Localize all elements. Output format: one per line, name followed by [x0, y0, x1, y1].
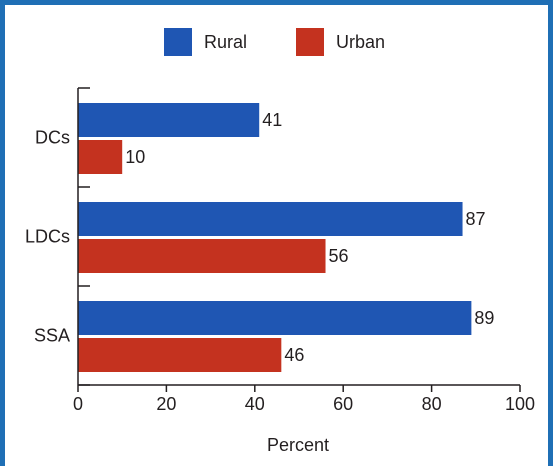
category-label-ssa: SSA	[34, 326, 70, 346]
category-label-dcs: DCs	[35, 128, 70, 148]
data-label-dcs-rural: 41	[262, 110, 282, 130]
x-tick-label-60: 60	[333, 394, 353, 414]
legend-label-rural: Rural	[204, 32, 247, 52]
bar-ssa-urban	[78, 338, 282, 372]
x-tick-label-20: 20	[156, 394, 176, 414]
legend: Rural Urban	[164, 28, 385, 56]
x-tick-label-100: 100	[505, 394, 535, 414]
x-tick-label-80: 80	[422, 394, 442, 414]
legend-swatch-urban	[296, 28, 324, 56]
axes: DCs LDCs SSA 0 20 40 60 80 100	[25, 87, 535, 414]
bar-ssa-rural	[78, 301, 472, 335]
data-label-ldcs-urban: 56	[329, 246, 349, 266]
bars: 41 10 87 56 89 46	[78, 103, 494, 372]
data-label-ldcs-rural: 87	[466, 209, 486, 229]
x-axis-label: Percent	[267, 435, 329, 455]
category-label-ldcs: LDCs	[25, 227, 70, 247]
bar-dcs-urban	[78, 140, 123, 174]
data-label-ssa-rural: 89	[474, 308, 494, 328]
legend-label-urban: Urban	[336, 32, 385, 52]
data-label-dcs-urban: 10	[125, 147, 145, 167]
x-tick-label-0: 0	[73, 394, 83, 414]
bar-ldcs-urban	[78, 239, 326, 273]
bar-ldcs-rural	[78, 202, 463, 236]
bar-dcs-rural	[78, 103, 260, 137]
x-tick-label-40: 40	[245, 394, 265, 414]
data-label-ssa-urban: 46	[284, 345, 304, 365]
legend-swatch-rural	[164, 28, 192, 56]
